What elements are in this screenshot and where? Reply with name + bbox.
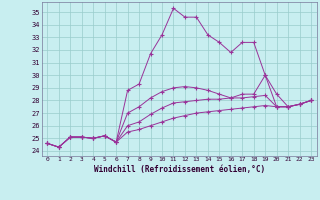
X-axis label: Windchill (Refroidissement éolien,°C): Windchill (Refroidissement éolien,°C): [94, 165, 265, 174]
